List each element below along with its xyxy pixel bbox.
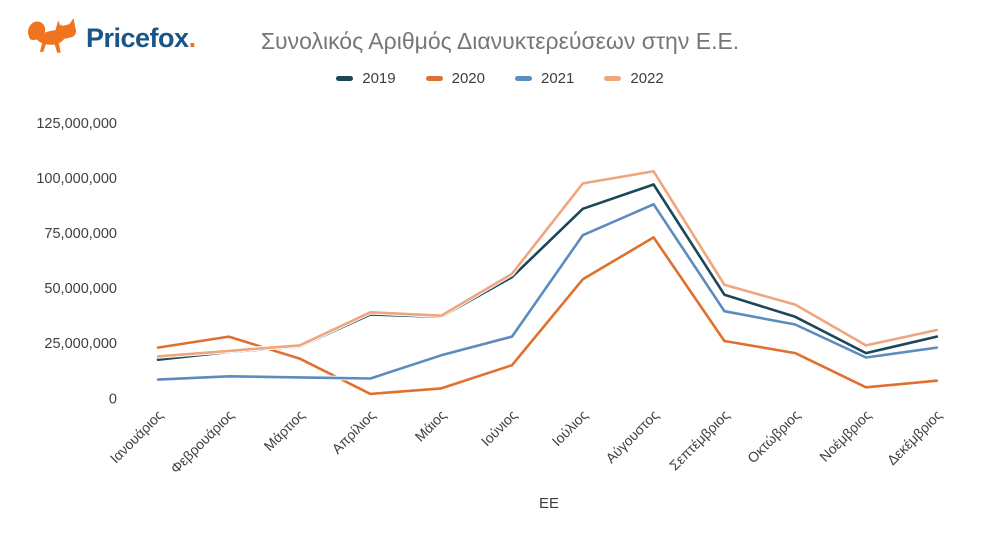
series-halo-2019 [155, 182, 940, 363]
x-axis-title: ΕΕ [539, 495, 559, 512]
y-tick-label: 50,000,000 [44, 281, 117, 297]
legend-item-2021: 2021 [515, 70, 574, 87]
y-tick-label: 75,000,000 [44, 226, 117, 242]
x-tick-label: Νοέμβριος [816, 407, 874, 465]
series-line-2022 [156, 170, 939, 358]
x-tick-label: Αύγουστος [602, 407, 662, 467]
x-tick-label: Σεπτέμβριος [666, 407, 733, 474]
pricefox-logo: Pricefox. [26, 16, 196, 60]
legend-label-2019: 2019 [362, 70, 396, 87]
x-tick-label: Απρίλιος [329, 407, 379, 457]
legend: 2019 2020 2021 2022 [0, 70, 1000, 87]
legend-label-2020: 2020 [451, 70, 485, 87]
legend-swatch-2022 [604, 76, 622, 81]
legend-swatch-2019 [336, 76, 354, 81]
y-tick-label: 100,000,000 [36, 171, 117, 187]
x-tick-label: Φεβρουάριος [167, 407, 237, 477]
series-line-2020 [156, 236, 939, 396]
legend-swatch-2021 [515, 76, 532, 81]
y-tick-label: 0 [109, 391, 117, 407]
legend-label-2022: 2022 [630, 70, 664, 87]
x-tick-label: Δεκέμβριος [884, 407, 945, 468]
legend-item-2020: 2020 [425, 70, 485, 87]
y-tick-label: 25,000,000 [44, 336, 117, 352]
legend-item-2022: 2022 [604, 70, 664, 87]
brand-name: Pricefox. [86, 22, 197, 53]
legend-item-2019: 2019 [336, 70, 396, 87]
x-tick-label: Μάιος [412, 407, 450, 445]
series-line-2021 [156, 203, 939, 381]
fox-icon [28, 18, 77, 53]
legend-label-2021: 2021 [541, 70, 575, 87]
x-tick-label: Ιούνιος [478, 407, 521, 450]
chart-svg: 0 25,000,000 50,000,000 75,000,000 100,000,0… [36, 116, 945, 512]
brand-dot: . [188, 22, 197, 53]
x-tick-label: Οκτώβριος [744, 407, 803, 466]
legend-swatch-2020 [425, 76, 443, 81]
x-tick-label: Ιανουάριος [107, 407, 167, 467]
series-line-2019 [156, 183, 939, 362]
x-tick-label: Ιούλιος [549, 407, 592, 450]
chart-title: Συνολικός Αριθμός Διανυκτερεύσεων στην Ε… [260, 28, 740, 54]
series-halo-2020 [155, 235, 940, 397]
x-tick-label: Μάρτιος [261, 407, 308, 454]
y-tick-label: 125,000,000 [36, 116, 117, 132]
